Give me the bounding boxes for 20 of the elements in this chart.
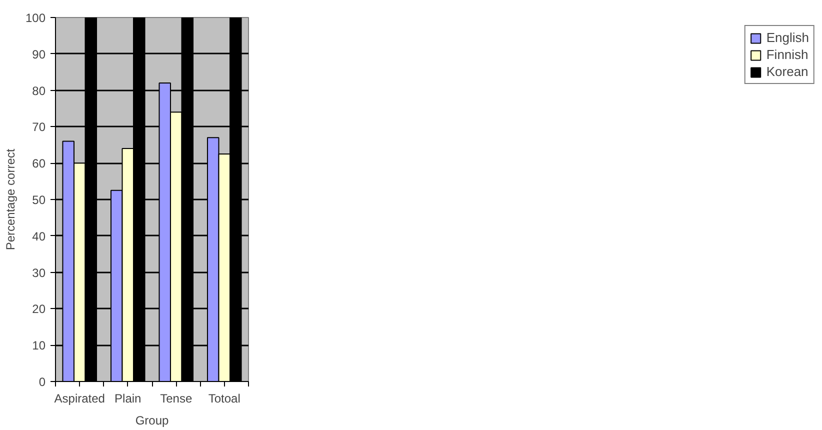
x-tick-label: Plain: [114, 392, 142, 406]
x-tick-label: Totoal: [208, 392, 240, 406]
y-tick-label: 0: [38, 375, 46, 389]
legend-label: Korean: [766, 64, 808, 79]
x-axis-title: Group: [135, 414, 169, 428]
y-tick-label: 20: [32, 302, 46, 316]
y-tick-label: 50: [32, 193, 46, 207]
x-tick-label: Tense: [160, 392, 192, 406]
y-tick-label: 100: [25, 11, 46, 25]
legend-label: English: [766, 30, 809, 45]
y-tick-label: 80: [32, 84, 46, 98]
y-tick-label: 70: [32, 120, 46, 134]
y-axis-title: Percentage correct: [3, 148, 18, 250]
y-tick-label: 60: [32, 156, 46, 171]
y-tick-label: 10: [32, 338, 46, 353]
y-tick-label: 30: [32, 266, 46, 280]
y-tick-label: 90: [32, 47, 46, 62]
legend-label: Finnish: [766, 47, 808, 62]
x-tick-label: Aspirated: [54, 392, 105, 406]
y-tick-label: 40: [32, 229, 46, 244]
